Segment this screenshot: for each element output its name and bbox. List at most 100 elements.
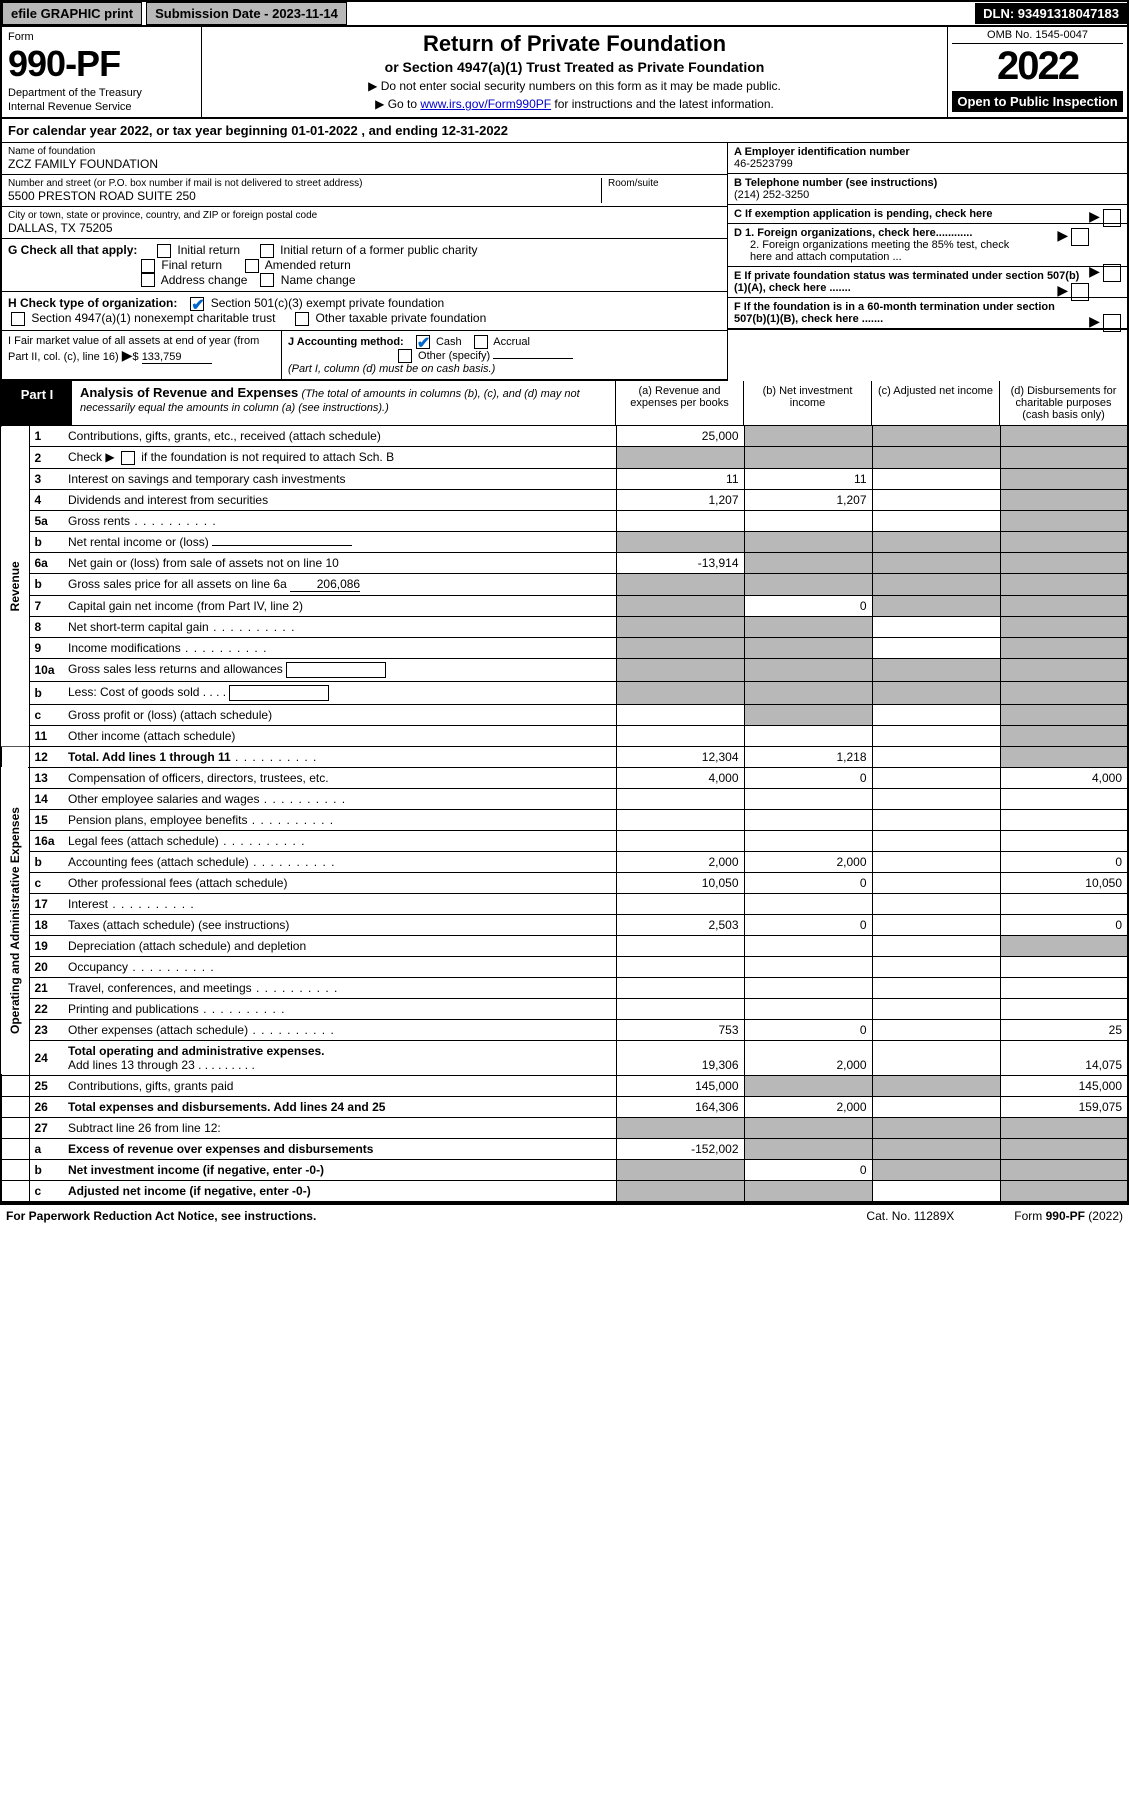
table-row: Revenue 1Contributions, gifts, grants, e… [1,426,1128,447]
cal-pre: For calendar year 2022, or tax year begi… [8,123,291,138]
cb-4947[interactable] [11,312,25,326]
table-row: 15Pension plans, employee benefits [1,809,1128,830]
expenses-section-label: Operating and Administrative Expenses [1,767,29,1075]
cb-foreign-85[interactable] [1103,264,1121,282]
table-row: 2Check ▶ if the foundation is not requir… [1,447,1128,469]
cb-address-change[interactable] [141,273,155,287]
form-header: Form 990-PF Department of the Treasury I… [0,27,1129,119]
foundation-address: 5500 PRESTON ROAD SUITE 250 [8,189,601,203]
info-right: A Employer identification number 46-2523… [727,143,1127,381]
e-label: E If private foundation status was termi… [734,270,1079,294]
main-table: Revenue 1Contributions, gifts, grants, e… [0,426,1129,1203]
revenue-section-label: Revenue [1,426,29,746]
header-center: Return of Private Foundation or Section … [202,27,947,117]
cb-501c3[interactable] [190,297,204,311]
table-row: 18Taxes (attach schedule) (see instructi… [1,914,1128,935]
table-row: 12Total. Add lines 1 through 1112,3041,2… [1,746,1128,767]
table-row: bLess: Cost of goods sold . . . . [1,681,1128,704]
cb-final-return[interactable] [141,259,155,273]
g-name: Name change [281,273,356,287]
cogs-box[interactable] [229,685,329,701]
row-desc: Contributions, gifts, grants, etc., rece… [63,426,616,447]
form-note-1: ▶ Do not enter social security numbers o… [210,79,939,93]
cal-begin: 01-01-2022 [291,123,358,138]
g-address: Address change [161,273,248,287]
tel-cell: B Telephone number (see instructions) (2… [728,174,1127,205]
h-4947: Section 4947(a)(1) nonexempt charitable … [31,311,275,325]
calendar-year-row: For calendar year 2022, or tax year begi… [0,119,1129,143]
name-label: Name of foundation [8,146,721,157]
table-row: 27Subtract line 26 from line 12: [1,1117,1128,1138]
cb-sch-b[interactable] [121,451,135,465]
table-row: 4Dividends and interest from securities1… [1,489,1128,510]
table-row: 16aLegal fees (attach schedule) [1,830,1128,851]
other-specify-line[interactable] [493,358,573,359]
cb-cash[interactable] [416,335,430,349]
d1-label: D 1. Foreign organizations, check here..… [734,227,972,239]
cb-status-terminated[interactable] [1071,283,1089,301]
table-row: 25Contributions, gifts, grants paid145,0… [1,1075,1128,1096]
table-row: 6aNet gain or (loss) from sale of assets… [1,552,1128,573]
tax-year: 2022 [952,44,1123,89]
dln: DLN: 93491318047183 [975,3,1127,24]
val-a: 25,000 [616,426,744,447]
ein-cell: A Employer identification number 46-2523… [728,143,1127,174]
cb-accrual[interactable] [474,335,488,349]
table-row: 3Interest on savings and temporary cash … [1,468,1128,489]
h-check-row: H Check type of organization: Section 50… [2,292,727,331]
cb-initial-former[interactable] [260,244,274,258]
ein-value: 46-2523799 [734,158,793,170]
table-row: cOther professional fees (attach schedul… [1,872,1128,893]
table-row: 22Printing and publications [1,998,1128,1019]
footer-catno: Cat. No. 11289X [866,1209,954,1223]
table-row: 23Other expenses (attach schedule)753025 [1,1019,1128,1040]
j-note: (Part I, column (d) must be on cash basi… [288,363,495,375]
table-row: cAdjusted net income (if negative, enter… [1,1180,1128,1202]
d2-label: 2. Foreign organizations meeting the 85%… [734,239,1034,263]
rental-income-line[interactable] [212,545,352,546]
foundation-city: DALLAS, TX 75205 [8,221,721,235]
table-row: 21Travel, conferences, and meetings [1,977,1128,998]
topbar: efile GRAPHIC print Submission Date - 20… [0,0,1129,27]
g-amended: Amended return [265,258,351,272]
submission-date: Submission Date - 2023-11-14 [146,2,347,25]
cb-foreign-org[interactable] [1071,228,1089,246]
g-label: G Check all that apply: [8,243,137,257]
g-check-row: G Check all that apply: Initial return I… [2,239,727,292]
open-public-badge: Open to Public Inspection [952,91,1123,112]
table-row: 11Other income (attach schedule) [1,725,1128,746]
col-a-head: (a) Revenue and expenses per books [615,381,743,425]
gross-sales-box[interactable] [286,662,386,678]
row-num: 1 [29,426,63,447]
info-grid: Name of foundation ZCZ FAMILY FOUNDATION… [0,143,1129,381]
val-d [1000,426,1128,447]
f-label: F If the foundation is in a 60-month ter… [734,301,1055,325]
cb-name-change[interactable] [260,273,274,287]
efile-button[interactable]: efile GRAPHIC print [2,2,142,25]
table-row: 26Total expenses and disbursements. Add … [1,1096,1128,1117]
note2-pre: ▶ Go to [375,97,420,111]
col-d-head: (d) Disbursements for charitable purpose… [999,381,1127,425]
form-note-2: ▶ Go to www.irs.gov/Form990PF for instru… [210,97,939,111]
cb-60month[interactable] [1103,314,1121,332]
i-value: 133,759 [142,351,212,364]
cb-initial-return[interactable] [157,244,171,258]
table-row: bGross sales price for all assets on lin… [1,573,1128,595]
cb-amended-return[interactable] [245,259,259,273]
cb-other-taxable[interactable] [295,312,309,326]
f-cell: F If the foundation is in a 60-month ter… [728,298,1127,330]
form-title: Return of Private Foundation [210,31,939,57]
d-cell: D 1. Foreign organizations, check here..… [728,224,1127,267]
city-cell: City or town, state or province, country… [2,207,727,239]
header-left: Form 990-PF Department of the Treasury I… [2,27,202,117]
h-other: Other taxable private foundation [316,311,487,325]
form990pf-link[interactable]: www.irs.gov/Form990PF [420,97,551,111]
note2-post: for instructions and the latest informat… [551,97,774,111]
info-left: Name of foundation ZCZ FAMILY FOUNDATION… [2,143,727,381]
i-label: I Fair market value of all assets at end… [8,335,259,363]
table-row: 7Capital gain net income (from Part IV, … [1,595,1128,616]
cb-other-method[interactable] [398,349,412,363]
val-c [872,426,1000,447]
cb-exemption-pending[interactable] [1103,209,1121,227]
part1-title: Analysis of Revenue and Expenses [80,385,298,400]
